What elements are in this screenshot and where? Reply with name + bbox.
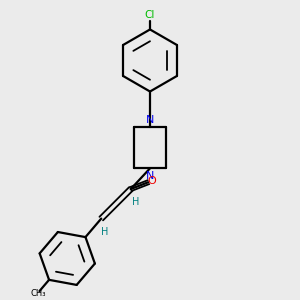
Text: N: N xyxy=(146,171,154,181)
Text: N: N xyxy=(146,115,154,125)
Text: Cl: Cl xyxy=(145,10,155,20)
Text: H: H xyxy=(101,227,109,237)
Text: H: H xyxy=(131,197,139,207)
Text: O: O xyxy=(148,176,156,186)
Text: CH₃: CH₃ xyxy=(31,289,46,298)
